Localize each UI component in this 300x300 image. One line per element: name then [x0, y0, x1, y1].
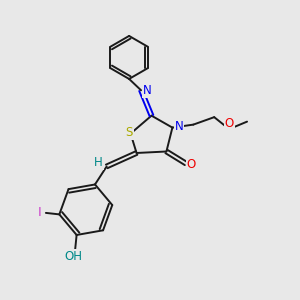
Text: H: H [94, 156, 103, 169]
Text: N: N [143, 84, 152, 97]
Text: N: N [175, 120, 183, 133]
Text: OH: OH [64, 250, 82, 263]
Text: I: I [38, 206, 41, 219]
Text: S: S [125, 126, 133, 139]
Text: O: O [187, 158, 196, 171]
Text: O: O [224, 117, 234, 130]
